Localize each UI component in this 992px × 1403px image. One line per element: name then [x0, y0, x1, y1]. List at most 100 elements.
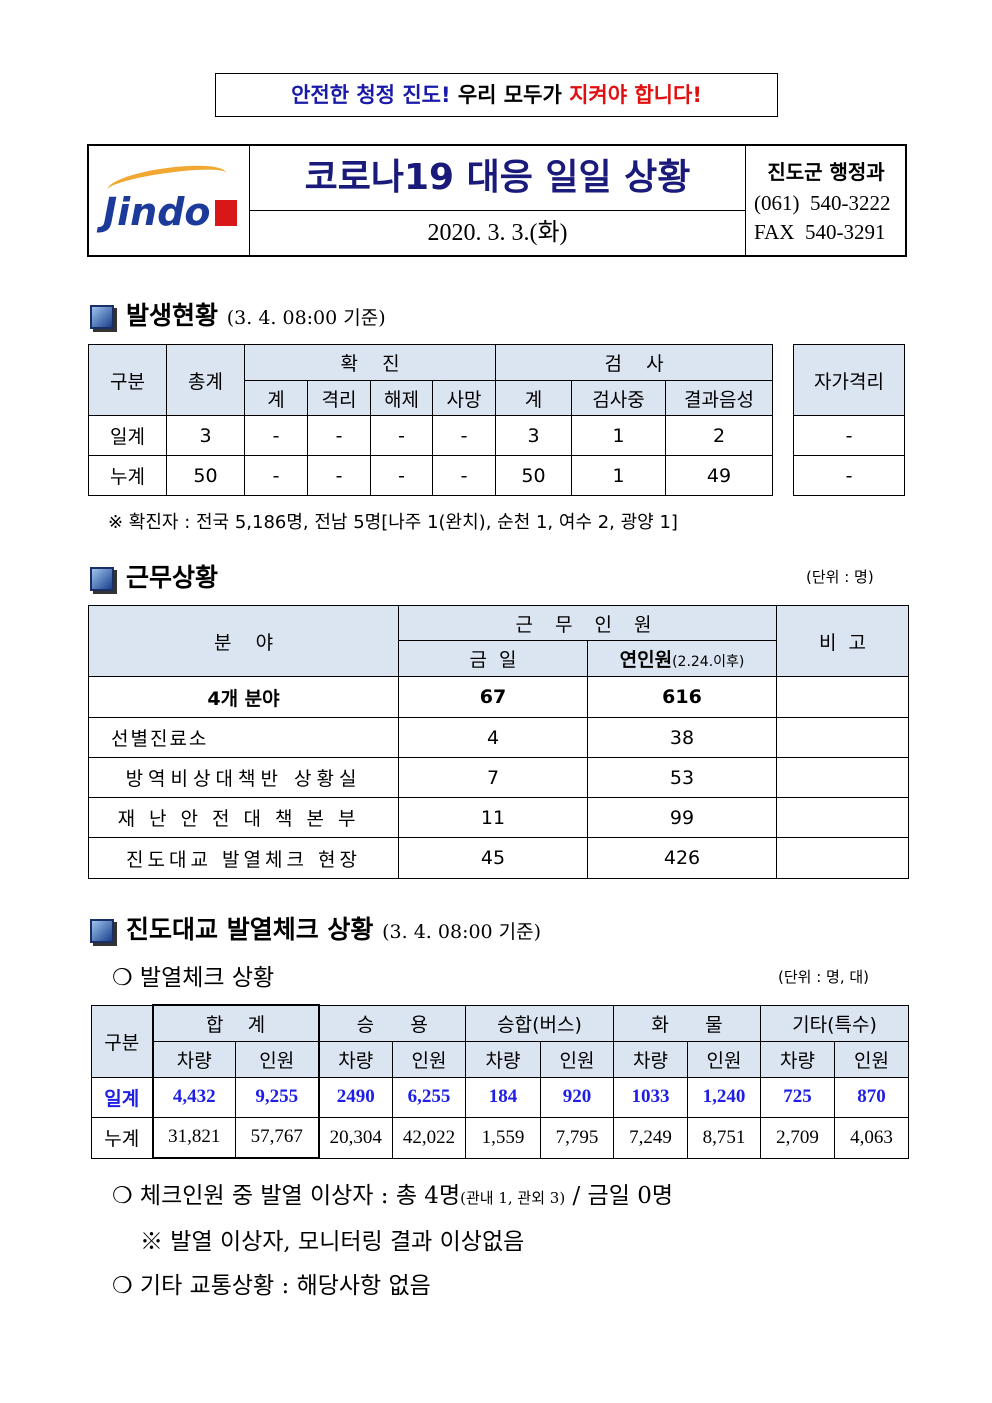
- table-row: 진도대교 발열체크 현장 45 426: [88, 837, 910, 879]
- table-cell: 53: [586, 757, 778, 798]
- th-group: 화 물: [613, 1004, 762, 1042]
- table-cell: -: [432, 455, 496, 496]
- table-cell: 2,709: [760, 1116, 836, 1159]
- table-row: 4개 분야 67 616: [88, 676, 910, 718]
- table-cell: 9,255: [235, 1076, 320, 1118]
- table-cell: 1033: [613, 1076, 689, 1118]
- table-cell: 725: [760, 1076, 836, 1118]
- th-sub: 계: [495, 380, 572, 416]
- table-cell: 616: [586, 676, 778, 718]
- page-title: 코로나19 대응 일일 상황: [250, 146, 745, 211]
- report-date: 2020. 3. 3.(화): [427, 220, 568, 246]
- table-cell: 870: [834, 1076, 910, 1118]
- table-cell: 1,240: [687, 1076, 762, 1118]
- table-cell: 50: [166, 455, 245, 496]
- table-cell: -: [307, 415, 371, 456]
- th-self-quarantine: 자가격리: [793, 344, 905, 416]
- table-cell: 45: [398, 837, 588, 879]
- th-sub: 해제: [370, 380, 433, 416]
- section1-basis: (3. 4. 08:00 기준): [226, 307, 386, 329]
- table-cell: 3: [495, 415, 572, 456]
- table-cell: 7,795: [540, 1116, 615, 1159]
- table-cell: -: [793, 415, 905, 456]
- dept: 진도군 행정과: [767, 160, 885, 184]
- table-cell: 8,751: [687, 1116, 762, 1159]
- table-cell: 4,432: [151, 1076, 236, 1118]
- th-today: 금 일: [398, 640, 588, 677]
- table-cell: 31,821: [151, 1116, 236, 1159]
- table-cell: -: [793, 455, 905, 496]
- section2-heading: 근무상황: [90, 558, 218, 594]
- section3-basis: (3. 4. 08:00 기준): [382, 921, 542, 943]
- table-cell: 차량: [760, 1040, 836, 1078]
- table-row: 재난안전대책본부 11 99: [88, 797, 910, 838]
- table-row: 방역비상대책반 상황실 7 53: [88, 757, 910, 798]
- th-group: 합 계: [151, 1004, 320, 1042]
- table-row: 누계 31,821 57,767 20,304 42,022 1,559 7,795 7,24…: [91, 1116, 910, 1159]
- banner-part3: 지켜야 합니다!: [569, 83, 702, 107]
- text: (2.24.이후): [672, 654, 745, 670]
- text: (관내 1, 관외 3): [460, 1189, 566, 1207]
- table-cell: 7,249: [613, 1116, 689, 1159]
- table-cell: 6,255: [391, 1076, 467, 1118]
- text: ❍ 체크인원 중 발열 이상자 : 총 4명: [112, 1183, 461, 1209]
- table-cell: 67: [398, 676, 588, 718]
- table-cell: 누계: [88, 455, 167, 496]
- th-confirmed: 확 진: [244, 344, 496, 381]
- table-cell: 2490: [318, 1076, 393, 1118]
- table-cell: -: [370, 415, 433, 456]
- table-cell: 인원: [687, 1040, 762, 1078]
- th-sub: 검사중: [571, 380, 666, 416]
- th-sub: 결과음성: [664, 380, 774, 416]
- table-cell: -: [432, 415, 496, 456]
- section1-title: 발생현황: [126, 301, 219, 330]
- table-cell: 38: [586, 717, 778, 758]
- monitoring-note: ※ 발열 이상자, 모니터링 결과 이상없음: [140, 1229, 525, 1255]
- table-cell: 920: [540, 1076, 615, 1118]
- table-cell: 3: [166, 415, 245, 456]
- th-test: 검 사: [494, 344, 774, 381]
- th-group: 승합(버스): [465, 1004, 615, 1042]
- section1-heading: 발생현황 (3. 4. 08:00 기준): [90, 296, 386, 332]
- table-cell: 인원: [540, 1040, 615, 1078]
- table-cell: -: [244, 455, 308, 496]
- square-bullet-icon: [90, 305, 114, 329]
- table-cell: 차량: [613, 1040, 689, 1078]
- section3-unit: (단위 : 명, 대): [778, 968, 870, 986]
- table-cell: 57,767: [235, 1116, 320, 1159]
- section3-heading: 진도대교 발열체크 상황 (3. 4. 08:00 기준): [90, 910, 541, 946]
- th-gubun: 구분: [88, 344, 167, 416]
- table-cell: 방역비상대책반 상황실: [88, 757, 399, 798]
- logo-text: Jindo: [103, 190, 211, 234]
- table-cell: 진도대교 발열체크 현장: [88, 837, 399, 879]
- th-group: 기타(특수): [760, 1004, 910, 1042]
- square-bullet-icon: [90, 567, 114, 591]
- table-cell: 일계: [88, 415, 167, 456]
- table-cell: 1: [571, 455, 666, 496]
- section3-subtitle: ❍ 발열체크 상황: [112, 965, 275, 991]
- th-sub: 사망: [432, 380, 496, 416]
- table-cell: 7: [398, 757, 588, 798]
- table-cell: -: [370, 455, 433, 496]
- th-gubun: 구분: [91, 1004, 153, 1078]
- table-row: 일계 4,432 9,255 2490 6,255 184 920 1033 1,240 725 8…: [91, 1076, 910, 1118]
- fever-summary: ❍ 체크인원 중 발열 이상자 : 총 4명(관내 1, 관외 3) / 금일 …: [112, 1176, 673, 1210]
- table-cell: 4,063: [834, 1116, 910, 1159]
- table-cell: 일계: [91, 1076, 153, 1118]
- th-sub: 격리: [307, 380, 371, 416]
- section3-title: 진도대교 발열체크 상황: [126, 915, 374, 944]
- fax: FAX 540-3291: [754, 220, 886, 244]
- table-cell: 4: [398, 717, 588, 758]
- table-cell: 선별진료소: [88, 717, 399, 758]
- header-box: Jindo 코로나19 대응 일일 상황 2020. 3. 3.(화) 진도군 …: [87, 144, 907, 257]
- phone: (061) 540-3222: [754, 191, 891, 215]
- table-row: 일계 3- - - -3 1 2: [88, 415, 774, 456]
- table-cell: 인원: [834, 1040, 910, 1078]
- self-quarantine-table: 자가격리 - -: [793, 344, 905, 496]
- contact: 진도군 행정과 (061) 540-3222 FAX 540-3291: [745, 146, 906, 255]
- table-cell: 1,559: [465, 1116, 542, 1159]
- square-bullet-icon: [90, 919, 114, 943]
